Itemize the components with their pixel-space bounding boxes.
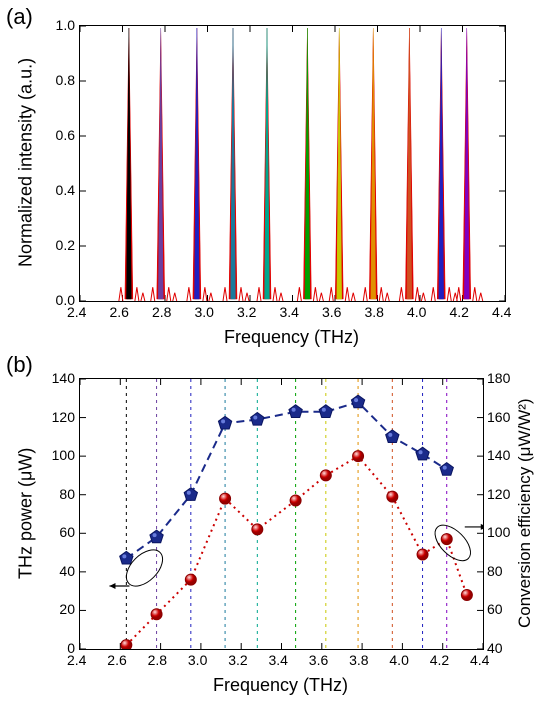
chart-b-svg [80,379,483,649]
xtick-label-a: 3.8 [365,304,384,320]
ytick-left-label-b: 20 [59,601,75,617]
ytick-left-label-b: 120 [52,409,75,425]
ytick-left-label-b: 140 [52,370,75,386]
ytick-right-label-b: 60 [487,601,503,617]
ytick-right-label-b: 100 [487,524,510,540]
ytick-label-a: 0.4 [56,182,75,198]
y-axis-label-a: Normalized intensity (a.u.) [6,25,46,300]
xtick-label-b: 2.8 [148,652,167,668]
ytick-right-label-b: 40 [487,640,503,656]
ytick-label-a: 1.0 [56,17,75,33]
ytick-right-label-b: 120 [487,486,510,502]
ytick-right-label-b: 180 [487,370,510,386]
xtick-label-a: 3.0 [195,304,214,320]
xtick-label-b: 4.2 [430,652,449,668]
xtick-label-b: 3.0 [188,652,207,668]
xtick-label-a: 3.4 [280,304,299,320]
y-axis-label-right-b: Conversion efficiency (μW/W²) [510,378,540,648]
xtick-label-b: 3.2 [228,652,247,668]
xtick-label-a: 3.2 [237,304,256,320]
panel-b-label: (b) [6,352,33,378]
xtick-label-a: 2.6 [110,304,129,320]
ytick-label-a: 0.6 [56,127,75,143]
xtick-label-b: 3.6 [309,652,328,668]
ytick-right-label-b: 80 [487,563,503,579]
ytick-right-label-b: 140 [487,447,510,463]
xtick-label-a: 4.4 [492,304,511,320]
ytick-left-label-b: 0 [67,640,75,656]
ytick-right-label-b: 160 [487,409,510,425]
x-axis-label-b: Frequency (THz) [79,675,482,696]
ytick-left-label-b: 40 [59,563,75,579]
ytick-left-label-b: 80 [59,486,75,502]
ytick-label-a: 0.8 [56,72,75,88]
ytick-left-label-b: 100 [52,447,75,463]
xtick-label-b: 4.0 [389,652,408,668]
ytick-label-a: 0.0 [56,292,75,308]
xtick-label-a: 3.6 [322,304,341,320]
xtick-label-b: 3.8 [349,652,368,668]
chart-a [79,25,506,302]
xtick-label-a: 4.0 [407,304,426,320]
ytick-label-a: 0.2 [56,237,75,253]
y-axis-label-left-b: THz power (μW) [6,378,46,648]
xtick-label-b: 2.6 [107,652,126,668]
figure-container: (a) Frequency (THz) Normalized intensity… [0,0,542,708]
chart-a-svg [80,26,505,301]
chart-b [79,378,484,650]
xtick-label-b: 3.4 [269,652,288,668]
xtick-label-a: 4.2 [450,304,469,320]
x-axis-label-a: Frequency (THz) [79,327,504,348]
ytick-left-label-b: 60 [59,524,75,540]
xtick-label-a: 2.8 [152,304,171,320]
